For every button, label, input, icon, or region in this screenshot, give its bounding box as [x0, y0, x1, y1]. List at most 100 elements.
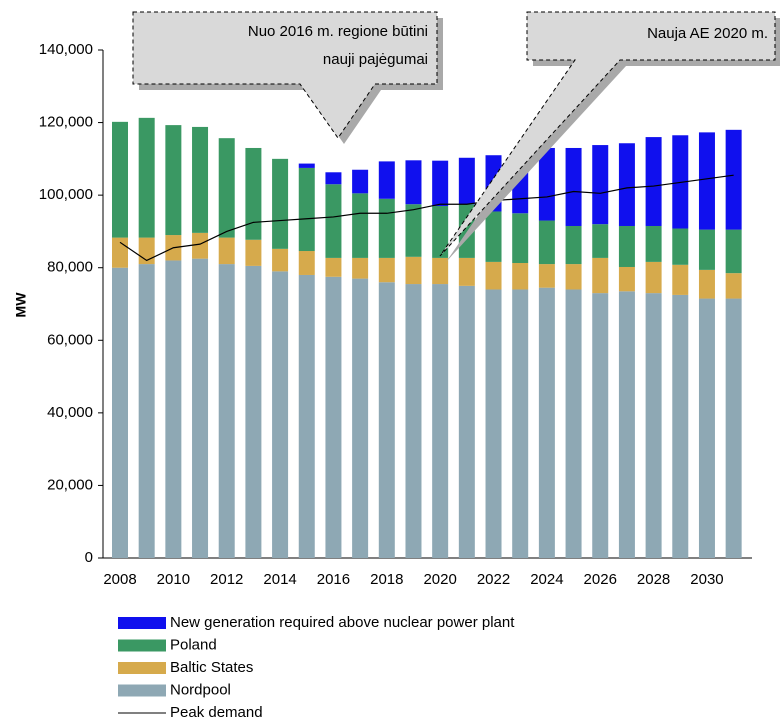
bar-segment [432, 257, 449, 285]
bar-segment [698, 229, 715, 270]
bar-segment [538, 287, 555, 558]
bar-segment [325, 172, 342, 185]
legend-swatch [118, 684, 166, 697]
legend-swatch [118, 639, 166, 652]
bar-segment [272, 271, 289, 558]
bar-segment [405, 284, 422, 558]
bar-segment [645, 261, 662, 294]
bar-segment [725, 273, 742, 299]
bar-segment [298, 251, 315, 275]
bar-segment [565, 147, 582, 226]
bar-segment [298, 274, 315, 558]
bar-segment [112, 237, 128, 268]
x-tick-label: 2020 [423, 571, 456, 588]
bar-segment [725, 129, 742, 230]
bar-segment [565, 289, 582, 558]
bar-segment [165, 125, 182, 236]
bar-segment [325, 184, 342, 258]
bar-segment [458, 285, 475, 558]
legend-swatch [118, 617, 166, 629]
y-tick-label: 120,000 [39, 114, 93, 131]
legend-label: Baltic States [170, 659, 253, 676]
x-tick-label: 2010 [157, 571, 190, 588]
bar-segment [138, 117, 155, 238]
callout-text: Nuo 2016 m. regione būtini [248, 23, 428, 40]
bar-segment [245, 147, 262, 240]
bar-segment [618, 266, 635, 292]
bar-segment [538, 220, 555, 265]
y-tick-label: 80,000 [47, 259, 93, 276]
bar-segment [618, 225, 635, 267]
bar-segment [192, 258, 209, 558]
bar-segment [672, 264, 689, 295]
bar-segment [672, 294, 689, 558]
bar-segment [378, 282, 395, 558]
bar-segment [405, 160, 422, 205]
x-tick-label: 2018 [370, 571, 403, 588]
bar-segment [592, 145, 609, 225]
bar-segment [352, 257, 369, 279]
x-tick-label: 2008 [103, 571, 136, 588]
callout-box [439, 11, 776, 257]
bar-segment [192, 126, 209, 233]
bar-segment [618, 291, 635, 558]
bar-segment [352, 278, 369, 558]
bar-segment [432, 284, 449, 558]
y-tick-label: 20,000 [47, 476, 93, 493]
bar-segment [538, 147, 555, 221]
y-tick-label: 40,000 [47, 404, 93, 421]
bar-segment [218, 237, 235, 265]
bar-segment [538, 264, 555, 288]
x-tick-label: 2026 [584, 571, 617, 588]
bar-segment [592, 293, 609, 558]
y-axis-label: MW [13, 292, 29, 318]
bar-segment [325, 257, 342, 277]
x-tick-label: 2014 [263, 571, 296, 588]
bar-segment [352, 193, 369, 258]
callout-text: Nauja AE 2020 m. [647, 25, 768, 42]
bar-segment [378, 198, 395, 258]
legend-label: New generation required above nuclear po… [170, 614, 515, 631]
legend: New generation required above nuclear po… [118, 614, 515, 721]
callout-box [132, 11, 438, 139]
bar-segment [405, 256, 422, 285]
bar-segment [512, 289, 529, 558]
bar-segment [298, 167, 315, 252]
bar-segment [485, 261, 502, 290]
bar-segment [512, 213, 529, 263]
x-tick-label: 2028 [637, 571, 670, 588]
bar-segment [165, 260, 182, 558]
bar-segment [245, 239, 262, 266]
bar-segment [458, 157, 475, 205]
peak-demand-line [119, 174, 734, 262]
bar-segment [618, 143, 635, 226]
x-tick-label: 2012 [210, 571, 243, 588]
y-tick-label: 0 [85, 549, 93, 566]
plot: 0 20,000 40,000 60,000 80,000 100,000 120,000 1… [39, 41, 752, 588]
bar-segment [432, 206, 449, 258]
bar-segment [378, 257, 395, 283]
bar-segment [112, 267, 128, 558]
callouts: Nuo 2016 m. regione būtini nauji pajėgum… [132, 11, 780, 262]
bar-segment [272, 248, 289, 272]
bar-segment [405, 204, 422, 257]
bar-segment [218, 138, 235, 238]
bar-segment [592, 224, 609, 258]
bar-segment [192, 232, 209, 259]
bar-segment [565, 225, 582, 265]
legend-swatch [118, 662, 166, 674]
bar-segment [138, 264, 155, 558]
bar-segment [218, 264, 235, 558]
bar-segment [725, 298, 742, 558]
bar-segment [352, 169, 369, 194]
y-tick-label: 140,000 [39, 41, 93, 58]
legend-label: Poland [170, 636, 217, 653]
bar-segment [485, 289, 502, 558]
bar-segment [298, 163, 315, 168]
bar-segment [672, 228, 689, 265]
bar-segment [592, 257, 609, 294]
bar-segment [645, 225, 662, 262]
x-tick-label: 2030 [690, 571, 723, 588]
bar-segment [725, 229, 742, 274]
